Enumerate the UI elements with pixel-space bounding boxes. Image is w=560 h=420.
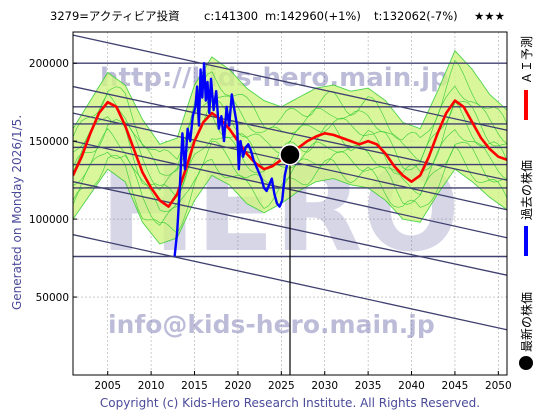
x-axis-ticks: 2005 2010 2015 2020 2025 2030 2035 2040 2045 2050	[94, 371, 512, 392]
header-mid-price: m:142960(+1%)	[265, 9, 361, 23]
header-target-price: t:132062(-7%)	[374, 9, 458, 23]
legend-past-label: 過去の株価	[519, 160, 534, 220]
y-tick-label: 100000	[29, 214, 69, 226]
x-tick-label: 2005	[94, 380, 121, 392]
y-tick-label: 200000	[29, 58, 69, 70]
past-price-line	[173, 62, 292, 257]
header-current-price: c:141300	[204, 9, 258, 23]
legend-latest-label: 最新の株価	[519, 292, 534, 352]
current-price-marker	[279, 143, 301, 166]
x-tick-label: 2030	[311, 380, 338, 392]
trend-line	[73, 85, 507, 181]
x-tick-label: 2015	[181, 380, 208, 392]
plot-area: http://kids-hero.main.jp HERO info@kids-…	[29, 31, 512, 392]
current-price-point	[279, 143, 301, 166]
x-tick-label: 2045	[442, 380, 469, 392]
legend: ＡＩ予測 過去の株価 最新の株価	[519, 36, 534, 370]
trend-line	[73, 34, 507, 131]
plot-border	[72, 31, 508, 376]
x-tick-label: 2035	[355, 380, 382, 392]
legend-ai-label: ＡＩ予測	[520, 36, 534, 84]
past-price-series	[173, 62, 292, 257]
generated-date-label: Generated on Monday 2026/1/5.	[10, 115, 24, 310]
header-rating-stars: ★★★	[474, 9, 505, 23]
watermark-url: http://kids-hero.main.jp	[100, 63, 449, 93]
forecast-scenario-line	[73, 99, 507, 191]
x-tick-label: 2050	[485, 380, 512, 392]
y-axis-ticks: 50000 100000 150000 200000	[29, 58, 77, 304]
x-tick-label: 2010	[138, 380, 165, 392]
watermark-email: info@kids-hero.main.jp	[108, 310, 435, 339]
y-tick-label: 50000	[36, 292, 69, 304]
header-code-name: 3279=アクティビア投資	[50, 9, 180, 23]
x-tick-label: 2040	[398, 380, 425, 392]
copyright-footer: Copyright (c) Kids-Hero Research Institu…	[100, 396, 480, 410]
y-tick-label: 150000	[29, 136, 69, 148]
x-tick-label: 2020	[225, 380, 252, 392]
legend-latest-marker	[519, 356, 533, 370]
x-tick-label: 2025	[268, 380, 295, 392]
